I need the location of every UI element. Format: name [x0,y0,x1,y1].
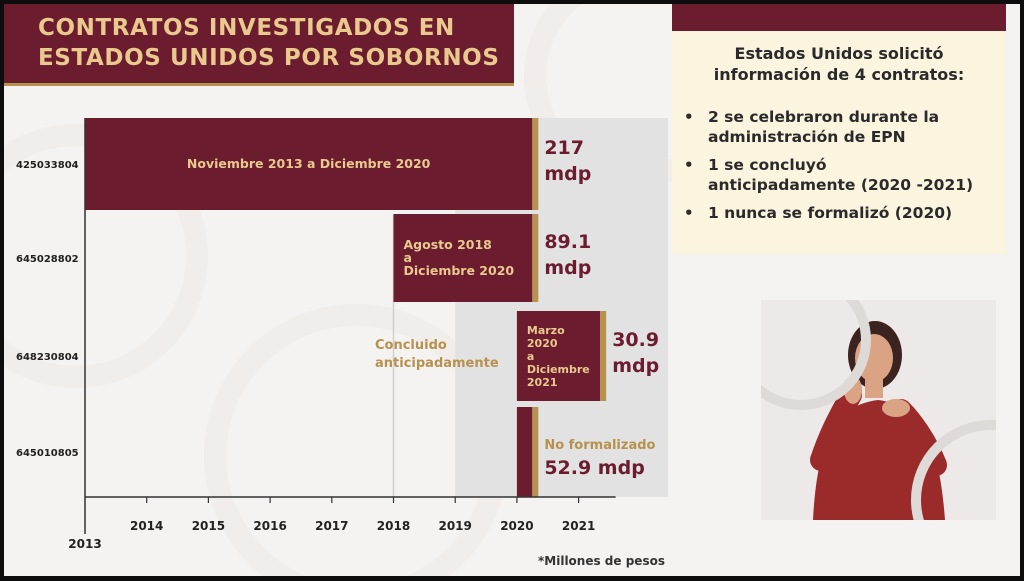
category-label: 425033804 [16,160,79,171]
background-ornament [761,300,871,410]
info-bullet-line: 2 se celebraron durante la [708,108,940,126]
category-label: 645028802 [16,254,79,265]
info-heading-line: Estados Unidos solicitó [734,44,944,63]
period-label: a [404,250,412,265]
category-label: 648230804 [16,352,79,363]
value-label: mdp [612,355,659,377]
value-label: 52.9 mdp [544,457,645,479]
x-tick-label: 2018 [377,519,410,533]
shaded-region [535,118,668,214]
info-panel-header-bar [672,4,1006,31]
slide: Noviembre 2013 a Diciembre 2020 217 mdp 425… [4,4,1020,576]
info-bullet-line: administración de EPN [708,128,906,146]
period-label: Agosto 2018 [404,237,492,252]
x-tick-label: 2014 [130,519,163,533]
period-label: Marzo [527,324,565,337]
value-label: mdp [544,257,591,279]
title-line-2: ESTADOS UNIDOS POR SOBORNOS [38,45,500,71]
info-bullet: 2 se celebraron durante la administración… [684,107,1006,147]
annotation-label: Concluido [375,338,447,353]
timeline-chart: Noviembre 2013 a Diciembre 2020 217 mdp 425… [16,118,668,551]
timeline-bar-accent [600,311,607,401]
value-label: 89.1 [544,231,591,253]
value-label: 217 [544,137,584,159]
info-bullet: 1 se concluyó anticipadamente (2020 -2021… [684,155,1006,195]
info-bullet-line: 1 se concluyó [708,156,827,174]
info-panel: Estados Unidos solicitó información de 4… [672,4,1006,254]
timeline-bar [85,118,533,210]
x-tick-label: 2013 [68,537,101,551]
timeline-bar-accent [532,118,539,210]
x-tick-label: 2019 [438,519,471,533]
period-label: a [527,350,534,363]
footnote: *Millones de pesos [538,554,665,568]
category-label: 645010805 [16,448,79,459]
timeline-bar [393,214,533,302]
period-label: Diciembre 2020 [404,263,515,278]
title-banner: CONTRATOS INVESTIGADOS EN ESTADOS UNIDOS… [4,4,514,86]
x-tick-label: 2017 [315,519,348,533]
timeline-bar [516,311,601,401]
period-label: 2021 [527,376,558,389]
period-label: Diciembre [527,363,590,376]
info-bullet-line: anticipadamente (2020 -2021) [708,176,974,194]
info-bullet-line: 1 nunca se formalizó (2020) [708,204,953,222]
info-bullet: 1 nunca se formalizó (2020) [684,203,1006,223]
x-tick-label: 2015 [192,519,225,533]
info-heading: Estados Unidos solicitó información de 4… [672,43,1006,85]
period-label: Noviembre 2013 a Diciembre 2020 [187,156,431,171]
x-tick-label: 2020 [500,519,533,533]
info-heading-line: información de 4 contratos: [713,65,965,84]
value-label: mdp [544,163,591,185]
period-label: 2020 [527,337,558,350]
timeline-bar-accent [532,214,539,302]
x-tick-label: 2016 [253,519,286,533]
x-tick-label: 2021 [562,519,595,533]
value-label: No formalizado [544,438,655,453]
timeline-bar [516,407,533,497]
timeline-bar-accent [532,407,539,497]
info-bullet-list: 2 se celebraron durante la administración… [672,107,1006,223]
title-line-1: CONTRATOS INVESTIGADOS EN [38,15,455,41]
sign-language-interpreter-video [761,300,996,520]
value-label: 30.9 [612,329,659,351]
annotation-label: anticipadamente [375,356,499,371]
